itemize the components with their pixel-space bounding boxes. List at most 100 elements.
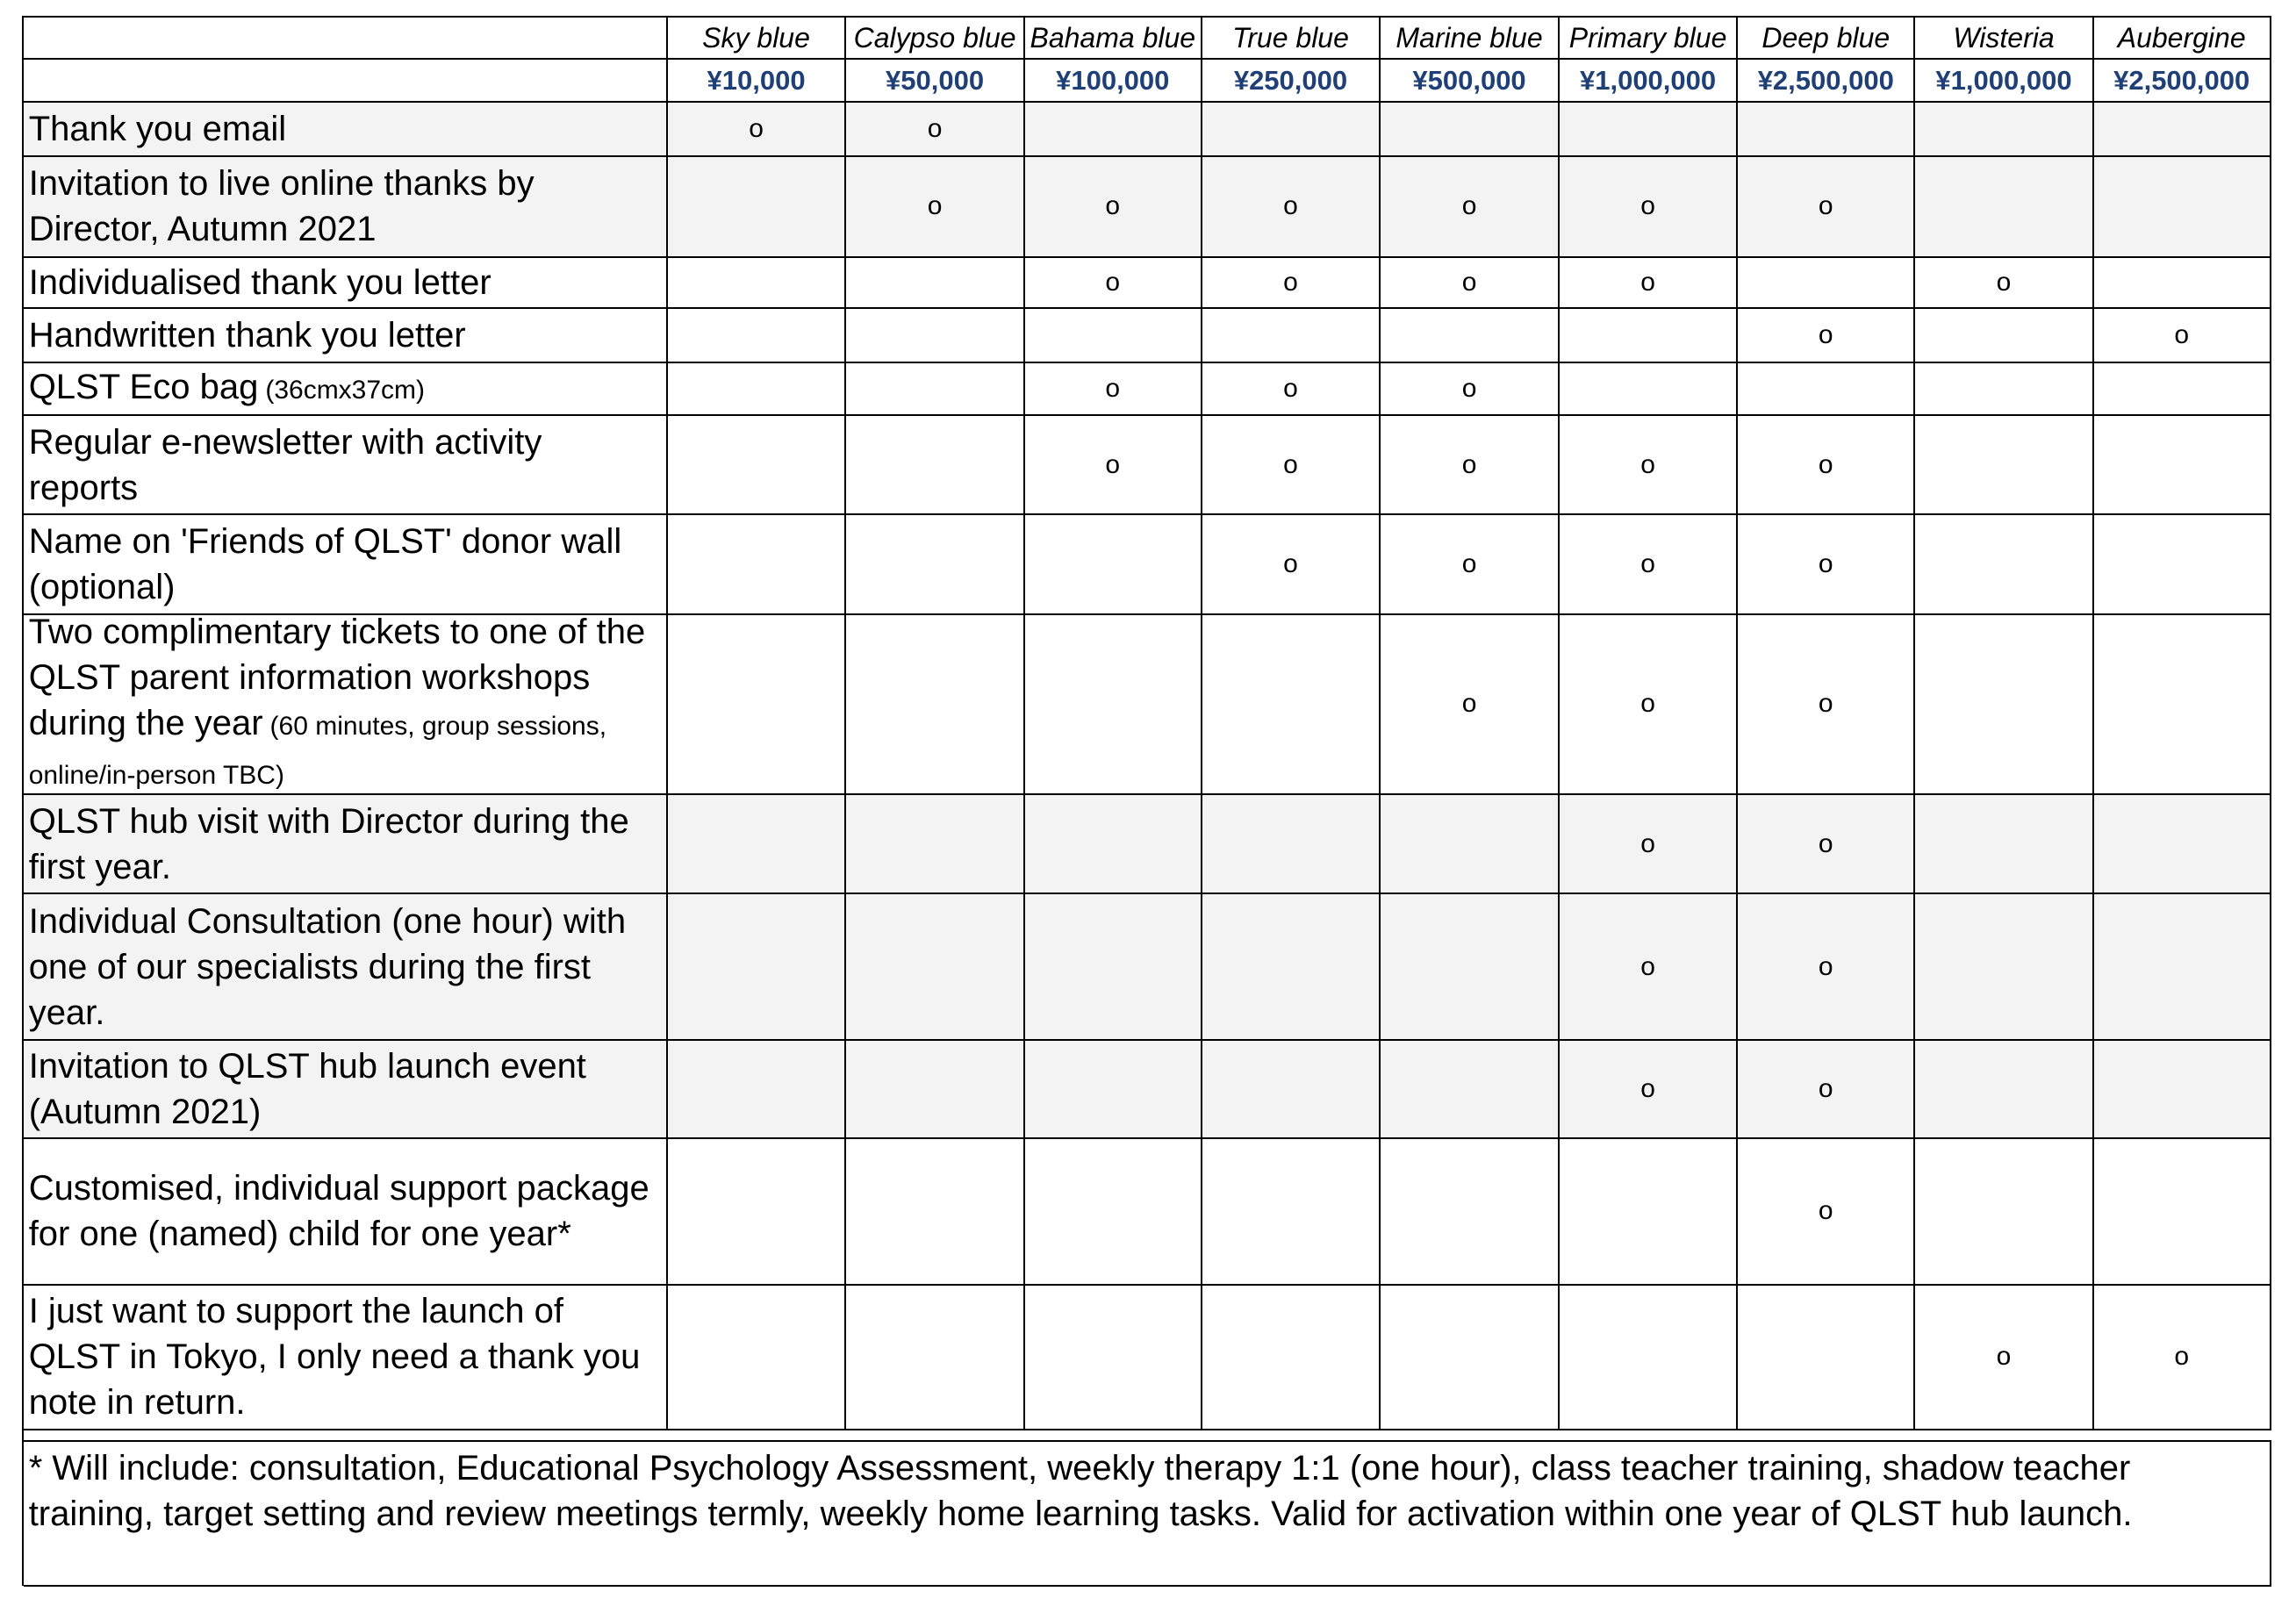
benefit-mark: o bbox=[1818, 1196, 1833, 1226]
tier-price: ¥2,500,000 bbox=[2093, 60, 2271, 103]
label-note: (36cmx37cm) bbox=[265, 375, 426, 405]
benefit-cell: o bbox=[1738, 156, 1916, 258]
benefit-mark: o bbox=[1283, 191, 1298, 221]
benefit-cell: o bbox=[1024, 362, 1202, 416]
benefit-mark: o bbox=[1640, 1074, 1655, 1104]
label-main: Invitation to live online thanks by Dire… bbox=[28, 164, 535, 249]
benefit-cell bbox=[846, 309, 1025, 363]
benefit-cell bbox=[1024, 794, 1202, 895]
tier-price: ¥1,000,000 bbox=[1915, 60, 2094, 103]
benefit-cell bbox=[1915, 1138, 2094, 1286]
label-text: Invitation to QLST hub launch event (Aut… bbox=[29, 1043, 661, 1135]
benefit-mark: o bbox=[1105, 191, 1121, 221]
benefit-cell bbox=[1915, 309, 2094, 363]
benefit-mark: o bbox=[1818, 828, 1833, 858]
tier-name: True blue bbox=[1202, 18, 1381, 61]
benefit-cell bbox=[1381, 894, 1560, 1042]
benefit-cell bbox=[846, 362, 1025, 416]
benefit-mark: o bbox=[2174, 1342, 2190, 1372]
benefit-cell bbox=[1024, 1285, 1202, 1430]
benefit-mark: o bbox=[1461, 373, 1477, 403]
benefit-cell: o bbox=[1738, 1138, 1916, 1286]
benefit-cell bbox=[846, 614, 1025, 795]
benefit-cell: o bbox=[1559, 515, 1739, 615]
header-corner bbox=[23, 60, 668, 103]
benefit-cell: o bbox=[1559, 794, 1739, 895]
benefit-cell bbox=[1024, 102, 1202, 157]
tier-price: ¥500,000 bbox=[1381, 60, 1560, 103]
footnote: * Will include: consultation, Educationa… bbox=[23, 1442, 2271, 1588]
benefit-cell bbox=[1024, 614, 1202, 795]
row-label: Thank you email bbox=[23, 102, 668, 157]
benefit-cell bbox=[1024, 1041, 1202, 1139]
label-main: Individual Consultation (one hour) with … bbox=[28, 901, 627, 1032]
benefit-cell bbox=[1202, 794, 1381, 895]
benefit-cell bbox=[667, 1138, 847, 1286]
benefit-mark: o bbox=[1105, 449, 1121, 479]
benefit-cell bbox=[2093, 1041, 2271, 1139]
label-text: Customised, individual support package f… bbox=[29, 1165, 661, 1257]
benefit-cell: o bbox=[1559, 614, 1739, 795]
benefit-cell: o bbox=[1202, 515, 1381, 615]
label-main: Customised, individual support package f… bbox=[28, 1169, 649, 1254]
tier-name: Bahama blue bbox=[1024, 18, 1202, 61]
benefit-mark: o bbox=[1818, 1074, 1833, 1104]
row-label: Invitation to QLST hub launch event (Aut… bbox=[23, 1041, 668, 1139]
label-text: Individualised thank you letter bbox=[29, 260, 491, 305]
benefit-mark: o bbox=[1640, 191, 1655, 221]
tier-name: Wisteria bbox=[1915, 18, 2094, 61]
benefit-cell bbox=[846, 1041, 1025, 1139]
tier-price: ¥10,000 bbox=[667, 60, 847, 103]
benefit-cell bbox=[1559, 102, 1739, 157]
benefit-cell: o bbox=[1202, 362, 1381, 416]
benefit-cell bbox=[846, 894, 1025, 1042]
benefit-cell bbox=[667, 1285, 847, 1430]
label-main: I just want to support the launch of QLS… bbox=[28, 1292, 641, 1423]
benefit-cell bbox=[1202, 1041, 1381, 1139]
row-label: Customised, individual support package f… bbox=[23, 1138, 668, 1286]
benefit-cell bbox=[2093, 515, 2271, 615]
tier-name: Sky blue bbox=[667, 18, 847, 61]
benefit-cell bbox=[667, 156, 847, 258]
benefit-cell: o bbox=[1381, 362, 1560, 416]
benefit-cell bbox=[1559, 309, 1739, 363]
table-border bbox=[23, 1440, 2271, 1443]
label-text: Name on 'Friends of QLST' donor wall (op… bbox=[29, 519, 661, 610]
row-label: Individual Consultation (one hour) with … bbox=[23, 894, 668, 1042]
benefit-cell bbox=[1381, 794, 1560, 895]
label-main: Two complimentary tickets to one of the … bbox=[28, 614, 646, 743]
label-text: Thank you email bbox=[29, 106, 286, 152]
benefit-cell bbox=[667, 257, 847, 310]
benefit-cell bbox=[1381, 309, 1560, 363]
row-label: Regular e-newsletter with activity repor… bbox=[23, 415, 668, 516]
benefit-mark: o bbox=[1996, 267, 2012, 297]
label-main: QLST Eco bag bbox=[28, 367, 259, 406]
row-label: QLST hub visit with Director during the … bbox=[23, 794, 668, 895]
benefit-mark: o bbox=[1818, 951, 1833, 981]
row-label: Invitation to live online thanks by Dire… bbox=[23, 156, 668, 258]
label-text: Two complimentary tickets to one of the … bbox=[28, 614, 661, 793]
benefit-cell bbox=[1202, 614, 1381, 795]
benefit-cell bbox=[846, 1138, 1025, 1286]
benefit-cell: o bbox=[1559, 894, 1739, 1042]
benefit-cell bbox=[2093, 415, 2271, 516]
benefit-cell bbox=[2093, 794, 2271, 895]
benefit-cell: o bbox=[846, 102, 1025, 157]
benefit-cell bbox=[1915, 614, 2094, 795]
benefit-cell: o bbox=[1738, 1041, 1916, 1139]
benefit-cell: o bbox=[1559, 156, 1739, 258]
benefit-cell: o bbox=[1202, 257, 1381, 310]
label-main: Handwritten thank you letter bbox=[28, 315, 466, 355]
tier-price: ¥100,000 bbox=[1024, 60, 1202, 103]
benefit-cell bbox=[667, 362, 847, 416]
benefit-cell: o bbox=[2093, 1285, 2271, 1430]
benefit-cell: o bbox=[1202, 415, 1381, 516]
benefit-cell: o bbox=[1381, 156, 1560, 258]
benefit-cell: o bbox=[1381, 415, 1560, 516]
benefit-cell bbox=[1738, 102, 1916, 157]
benefit-cell: o bbox=[1024, 156, 1202, 258]
table-border bbox=[21, 16, 24, 1586]
benefit-cell bbox=[2093, 257, 2271, 310]
benefit-cell bbox=[667, 1041, 847, 1139]
benefit-cell bbox=[1202, 309, 1381, 363]
